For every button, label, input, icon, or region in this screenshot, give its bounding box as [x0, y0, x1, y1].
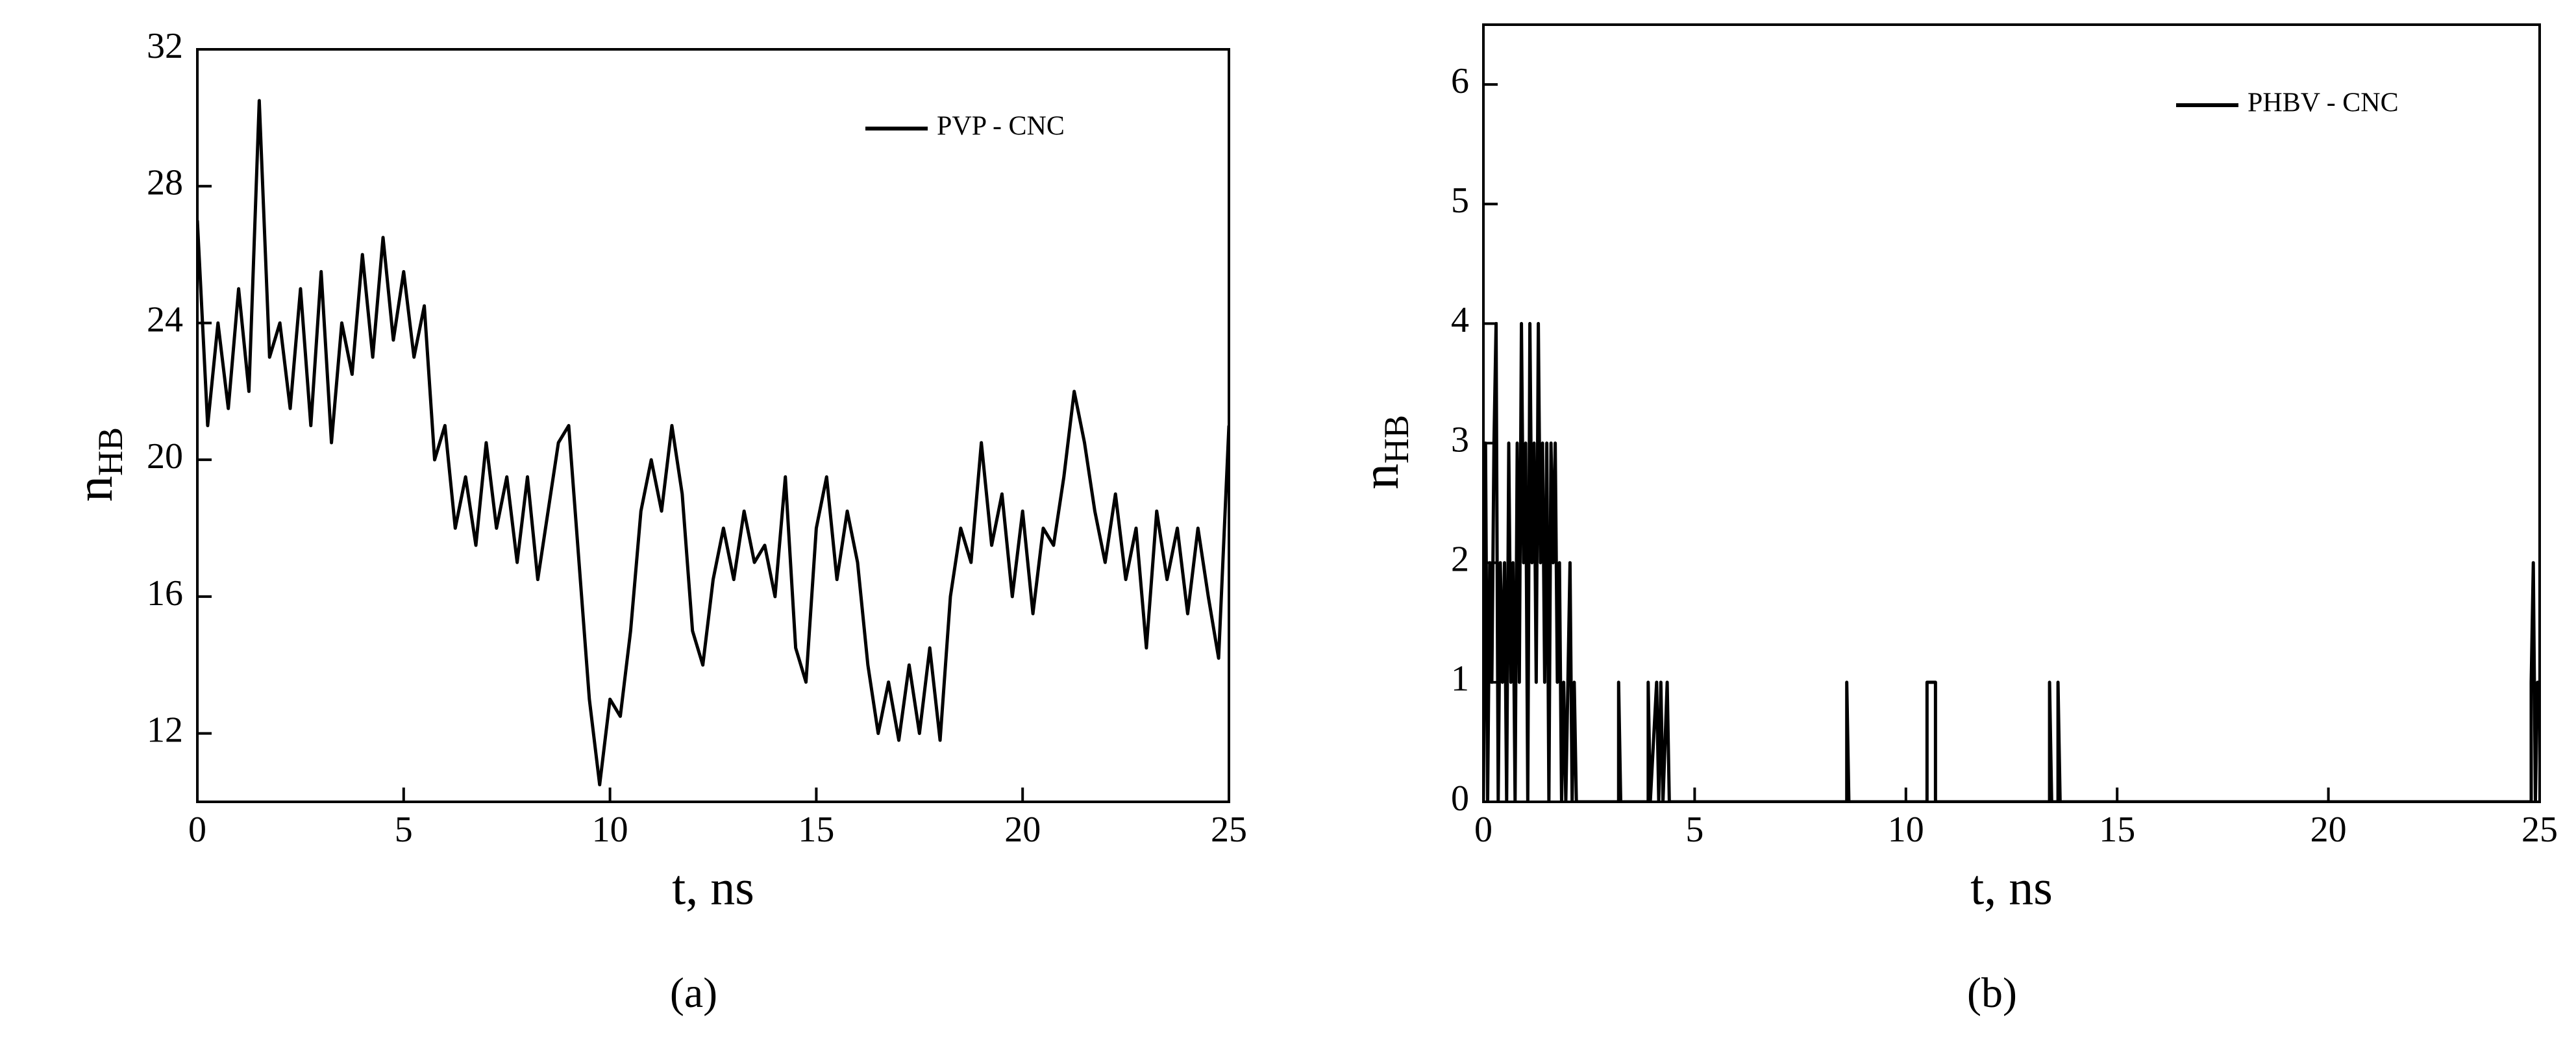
- caption: (a): [670, 969, 717, 1017]
- y-tick-label: 1: [1451, 659, 1469, 699]
- x-tick-label: 10: [592, 810, 628, 850]
- x-tick-label: 25: [2521, 810, 2558, 850]
- x-tick-label: 20: [1004, 810, 1041, 850]
- data-line: [197, 99, 1229, 787]
- x-tick-label: 15: [798, 810, 834, 850]
- legend-label: PHBV - CNC: [2248, 88, 2399, 118]
- x-tick-label: 10: [1888, 810, 1924, 850]
- y-axis-label-main: n: [1352, 464, 1409, 490]
- y-tick-label: 4: [1451, 300, 1469, 340]
- data-line: [1483, 321, 2540, 802]
- axes-frame: [196, 48, 1230, 803]
- y-tick-label: 32: [147, 26, 183, 66]
- y-tick-label: 6: [1451, 61, 1469, 101]
- plot-area: [197, 99, 1229, 787]
- y-axis-label-sub: HB: [91, 427, 130, 476]
- chart: 0 5 10 15 20 25 12 16 20 24 28 32 t, ns nHB (a) PVP - C…: [66, 26, 1247, 1017]
- y-axis-label: nHB: [66, 427, 130, 502]
- x-tick-label: 20: [2310, 810, 2347, 850]
- x-axis-label: t, ns: [672, 860, 754, 915]
- y-axis-label-main: n: [66, 476, 123, 502]
- x-axis-label: t, ns: [1970, 860, 2053, 915]
- plot-area: [1483, 321, 2540, 802]
- x-tick-label: 5: [395, 810, 413, 850]
- y-tick-label: 12: [147, 710, 183, 750]
- axes-frame: [1482, 23, 2541, 803]
- x-tick-label: 0: [188, 810, 206, 850]
- y-tick-label: 20: [147, 436, 183, 477]
- legend-label: PVP - CNC: [937, 112, 1065, 142]
- y-axis-label: nHB: [1352, 415, 1416, 490]
- x-tick-label: 5: [1685, 810, 1703, 850]
- y-tick-label: 0: [1451, 778, 1469, 819]
- y-tick-label: 3: [1451, 419, 1469, 460]
- chart: 0 5 10 15 20 25 0 1 2 3 4 5 6 t, ns nHB (b) PHBV - CNC: [1352, 23, 2558, 1017]
- y-tick-label: 2: [1451, 540, 1469, 580]
- y-axis-label-sub: HB: [1377, 415, 1416, 464]
- y-tick-label: 28: [147, 163, 183, 203]
- x-tick-label: 25: [1211, 810, 1247, 850]
- y-tick-label: 24: [147, 299, 183, 340]
- x-tick-label: 15: [2099, 810, 2135, 850]
- caption: (b): [1967, 969, 2017, 1017]
- x-tick-label: 0: [1474, 810, 1492, 850]
- y-tick-label: 16: [147, 573, 183, 614]
- y-tick-label: 5: [1451, 180, 1469, 221]
